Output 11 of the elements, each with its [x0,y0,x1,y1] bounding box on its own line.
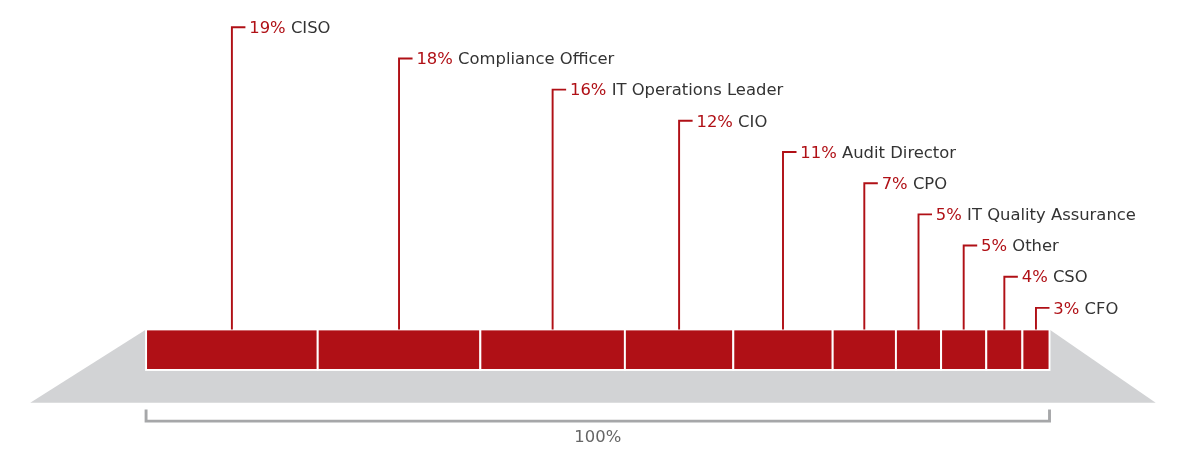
data-label: 19% CISO [249,18,331,38]
text: 100% [574,427,622,447]
data-label: 18% Compliance Officer [416,49,615,69]
data-label: 12% CIO [696,111,768,131]
data-label: 7% CPO [881,173,948,193]
data-label: 4% CSO [1021,267,1088,287]
data-label: 3% CFO [1053,298,1119,318]
data-label: 5% IT Quality Assurance [935,205,1136,225]
data-label: 11% Audit Director [800,142,957,162]
data-label: 16% IT Operations Leader [569,80,784,100]
data-label: 5% Other [981,236,1060,256]
